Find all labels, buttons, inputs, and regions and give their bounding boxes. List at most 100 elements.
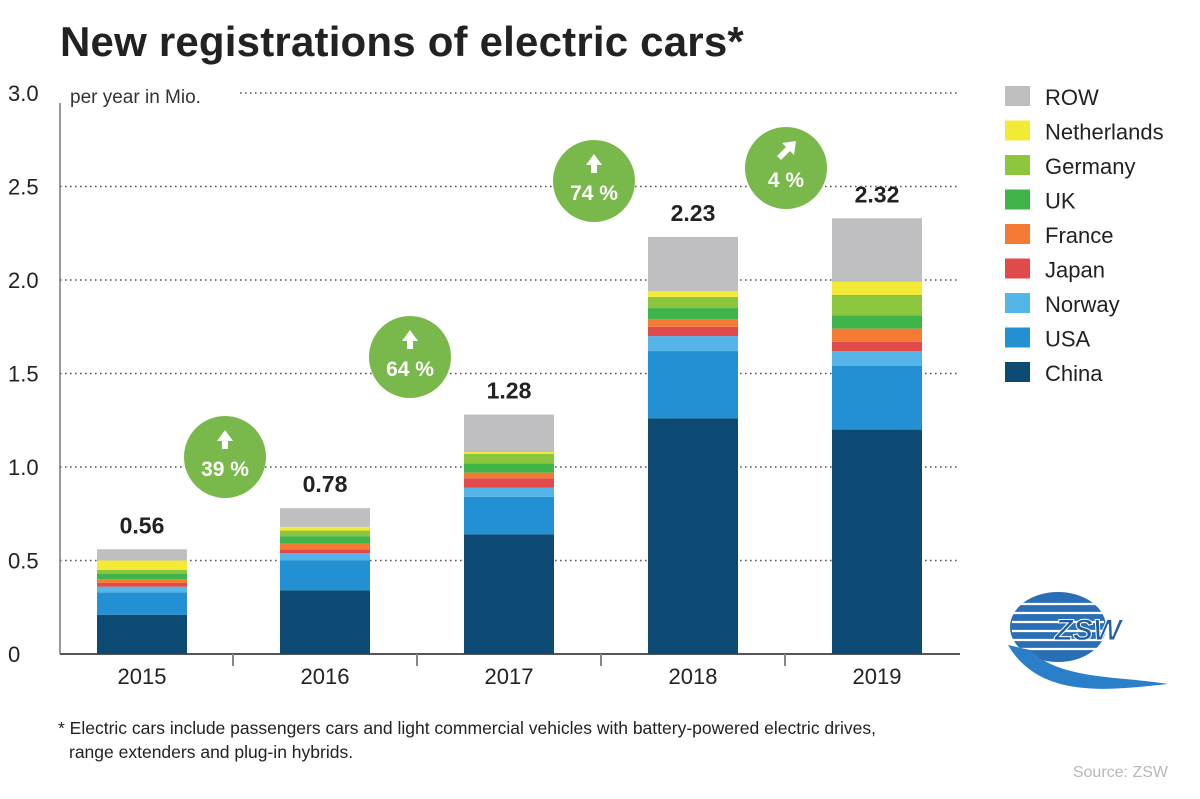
bar-2019-japan <box>832 341 922 352</box>
source-note: Source: ZSW <box>1072 764 1168 781</box>
y-tick-label-6: 3.0 <box>8 81 39 106</box>
bar-2017-usa <box>464 496 554 535</box>
x-tick-label-2017: 2017 <box>485 664 534 689</box>
bar-2019-china <box>832 429 922 654</box>
bar-2016-germany <box>280 530 370 537</box>
legend-label-row: ROW <box>1045 85 1099 110</box>
bar-2018-norway <box>648 336 738 352</box>
bar-2018-france <box>648 319 738 327</box>
legend-label-usa: USA <box>1045 327 1091 352</box>
bar-2015-row <box>97 549 187 561</box>
growth-label-0: 39 % <box>201 458 249 481</box>
total-label-2017: 1.28 <box>487 378 532 404</box>
bar-2016-row <box>280 508 370 527</box>
footnote: * Electric cars include passengers cars … <box>58 716 1018 764</box>
legend-label-japan: Japan <box>1045 258 1105 283</box>
total-label-2015: 0.56 <box>120 512 165 538</box>
legend-label-france: France <box>1045 223 1113 248</box>
bar-2018-row <box>648 236 738 292</box>
bar-2015-france <box>97 579 187 583</box>
bar-2019-row <box>832 218 922 282</box>
legend-swatch-france <box>1005 224 1030 244</box>
legend-swatch-usa <box>1005 327 1030 348</box>
bar-2018-uk <box>648 308 738 320</box>
chart-title: New registrations of electric cars* <box>60 18 744 65</box>
growth-circle-1 <box>369 316 451 398</box>
growth-arrow-icon-0 <box>217 430 233 449</box>
y-tick-label-3: 1.5 <box>8 362 39 387</box>
bar-2016-japan <box>280 549 370 554</box>
x-tick-label-2019: 2019 <box>853 664 902 689</box>
footnote-line-1: * Electric cars include passengers cars … <box>58 718 876 738</box>
bar-2016-netherlands <box>280 526 370 531</box>
legend-swatch-row <box>1005 86 1030 106</box>
y-tick-label-4: 2.0 <box>8 268 39 293</box>
legend-swatch-uk <box>1005 189 1030 210</box>
y-tick-label-2: 1.0 <box>8 455 39 480</box>
legend-swatch-china <box>1005 362 1030 382</box>
bar-2019-usa <box>832 366 922 430</box>
growth-arrow-icon-1 <box>402 330 418 349</box>
bar-2018-china <box>648 418 738 654</box>
x-tick-label-2015: 2015 <box>118 664 167 689</box>
growth-label-2: 74 % <box>570 182 618 205</box>
bar-2018-japan <box>648 326 738 337</box>
bar-2016-france <box>280 543 370 550</box>
growth-label-3: 4 % <box>768 169 805 192</box>
bar-2019-norway <box>832 351 922 367</box>
logo-globe <box>1010 592 1106 662</box>
bar-2019-france <box>832 328 922 342</box>
growth-circle-0 <box>184 416 266 498</box>
legend-label-china: China <box>1045 361 1103 386</box>
bar-2016-china <box>280 590 370 654</box>
bar-2015-china <box>97 614 187 654</box>
logo-text: ZSW <box>1054 614 1124 647</box>
growth-circle-3 <box>745 127 827 209</box>
growth-arrow-icon-2 <box>586 154 602 173</box>
legend-swatch-norway <box>1005 293 1030 313</box>
total-label-2019: 2.32 <box>855 181 900 207</box>
bar-2015-uk <box>97 573 187 580</box>
y-tick-label-1: 0.5 <box>8 549 39 574</box>
bar-2016-usa <box>280 560 370 591</box>
bar-2018-usa <box>648 351 738 419</box>
y-axis-label: per year in Mio. <box>70 87 201 108</box>
bar-2017-netherlands <box>464 452 554 454</box>
legend-swatch-japan <box>1005 258 1030 279</box>
bar-2019-netherlands <box>832 281 922 295</box>
x-tick-label-2018: 2018 <box>669 664 718 689</box>
growth-arrow-icon-3 <box>777 141 796 160</box>
footnote-line-2: range extenders and plug-in hybrids. <box>69 742 354 762</box>
bar-2018-netherlands <box>648 291 738 297</box>
growth-circle-2 <box>553 140 635 222</box>
bar-2017-china <box>464 534 554 654</box>
bar-2017-row <box>464 414 554 453</box>
total-label-2018: 2.23 <box>671 200 716 226</box>
legend-label-norway: Norway <box>1045 292 1120 317</box>
bar-2015-netherlands <box>97 560 187 570</box>
bar-2017-uk <box>464 463 554 473</box>
legend-label-germany: Germany <box>1045 154 1135 179</box>
bar-2018-germany <box>648 296 738 309</box>
legend-swatch-netherlands <box>1005 120 1030 141</box>
x-tick-label-2016: 2016 <box>301 664 350 689</box>
bar-2016-uk <box>280 536 370 544</box>
bar-2017-france <box>464 472 554 479</box>
bar-2017-norway <box>464 487 554 497</box>
bar-2015-usa <box>97 592 187 615</box>
logo-swoosh <box>1008 645 1168 689</box>
legend-label-netherlands: Netherlands <box>1045 120 1164 145</box>
legend-swatch-germany <box>1005 155 1030 175</box>
legend-label-uk: UK <box>1045 189 1076 214</box>
bar-2017-germany <box>464 453 554 464</box>
bar-2019-uk <box>832 315 922 329</box>
y-tick-label-5: 2.5 <box>8 175 39 200</box>
growth-label-1: 64 % <box>386 358 434 381</box>
bar-2017-japan <box>464 478 554 488</box>
total-label-2016: 0.78 <box>303 471 348 497</box>
bar-2019-germany <box>832 294 922 316</box>
y-tick-label-0: 0 <box>8 642 20 667</box>
bar-2016-norway <box>280 553 370 561</box>
